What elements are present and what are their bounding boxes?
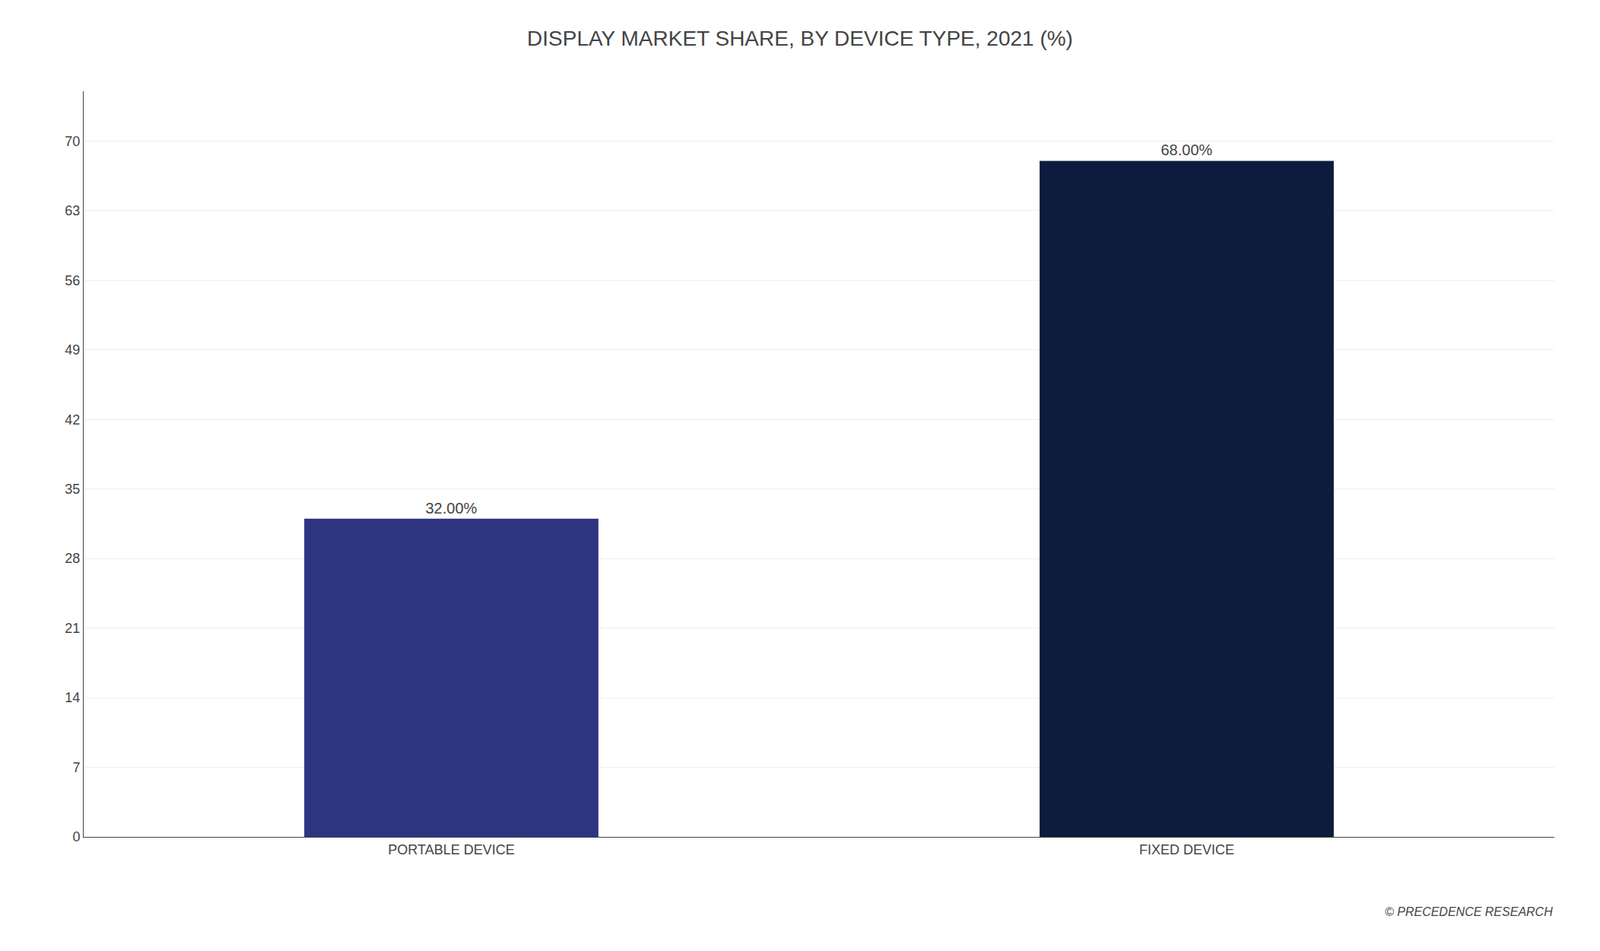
svg-text:68.00%: 68.00% — [1160, 141, 1213, 159]
svg-text:7: 7 — [72, 759, 80, 775]
svg-text:42: 42 — [64, 412, 80, 428]
svg-text:49: 49 — [64, 342, 80, 358]
svg-text:21: 21 — [64, 620, 80, 636]
svg-text:35: 35 — [64, 481, 80, 497]
svg-text:56: 56 — [64, 273, 80, 289]
svg-text:0: 0 — [72, 828, 80, 845]
svg-text:PORTABLE DEVICE: PORTABLE DEVICE — [387, 841, 515, 858]
svg-text:FIXED DEVICE: FIXED DEVICE — [1139, 841, 1235, 858]
svg-text:32.00%: 32.00% — [425, 499, 477, 517]
svg-text:DISPLAY MARKET SHARE, BY DEVIC: DISPLAY MARKET SHARE, BY DEVICE TYPE, 20… — [526, 26, 1074, 51]
svg-text:70: 70 — [64, 133, 80, 150]
svg-text:63: 63 — [64, 203, 80, 219]
svg-text:14: 14 — [64, 689, 80, 705]
svg-text:© PRECEDENCE RESEARCH: © PRECEDENCE RESEARCH — [1384, 904, 1553, 918]
svg-text:28: 28 — [64, 550, 80, 566]
